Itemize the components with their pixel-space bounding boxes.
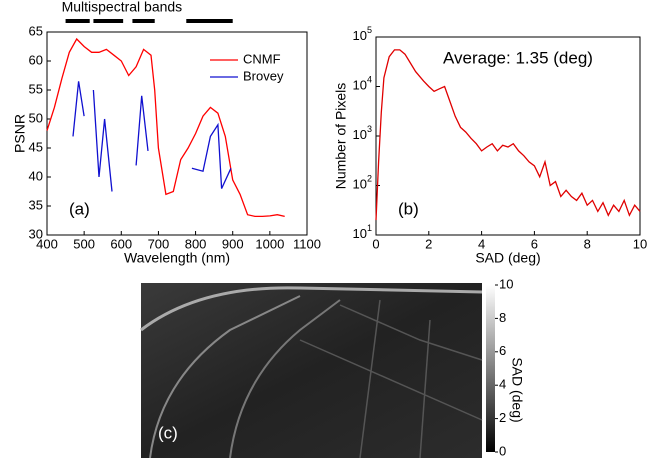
panel-label: (b) xyxy=(398,199,419,218)
x-tick-label: 6 xyxy=(531,236,538,251)
y-tick-label-base: 10 xyxy=(353,78,367,93)
y-tick-label: 50 xyxy=(29,110,43,125)
x-axis-label: Wavelength (nm) xyxy=(124,250,230,266)
colorbar-tick-label: 8 xyxy=(499,310,506,325)
y-tick-label: 102 xyxy=(353,174,372,192)
y-tick-label-exp: 1 xyxy=(367,223,372,233)
x-tick-label: 700 xyxy=(148,236,170,251)
y-tick-label-exp: 3 xyxy=(367,124,372,134)
y-tick-label: 105 xyxy=(353,25,372,43)
sad-map xyxy=(140,283,483,458)
y-tick-label: 104 xyxy=(353,75,372,93)
y-tick-label-base: 10 xyxy=(353,226,367,241)
x-tick-label: 500 xyxy=(73,236,95,251)
series-line xyxy=(72,81,232,192)
x-tick-label: 1100 xyxy=(293,236,321,251)
x-tick-label: 400 xyxy=(36,236,58,251)
colorbar-tick-label: 10 xyxy=(499,276,513,291)
colorbar-label: SAD (deg) xyxy=(509,357,525,422)
y-tick-label: 55 xyxy=(29,81,43,96)
annotation: Average: 1.35 (deg) xyxy=(443,48,593,67)
x-tick-label: 2 xyxy=(425,236,432,251)
x-tick-label: 8 xyxy=(584,236,591,251)
y-tick-label: 45 xyxy=(29,139,43,154)
y-tick-label-exp: 4 xyxy=(367,75,372,85)
y-tick-label-exp: 5 xyxy=(367,25,372,35)
x-tick-label: 800 xyxy=(185,236,207,251)
y-tick-label: 101 xyxy=(353,223,372,241)
y-tick-label-exp: 2 xyxy=(367,174,372,184)
bands-label: Multispectral bands xyxy=(62,0,183,15)
x-tick-label: 900 xyxy=(222,236,244,251)
colorbar-tick-label: 0 xyxy=(499,443,506,458)
y-tick-label-base: 10 xyxy=(353,127,367,142)
x-tick-label: 10 xyxy=(633,236,647,251)
y-axis-label: PSNR xyxy=(12,114,28,153)
x-tick-label: 1000 xyxy=(255,236,284,251)
y-tick-label: 60 xyxy=(29,52,43,67)
sad-image xyxy=(141,283,482,458)
colorbar-tick-label: 2 xyxy=(499,410,506,425)
y-axis-label: Number of Pixels xyxy=(333,83,349,190)
y-tick-label: 103 xyxy=(353,124,372,142)
series-line xyxy=(46,37,285,218)
y-tick-label: 30 xyxy=(29,226,43,241)
x-tick-label: 600 xyxy=(110,236,132,251)
series-line xyxy=(375,49,641,221)
y-tick-label: 65 xyxy=(29,23,43,38)
road xyxy=(149,295,301,458)
colorbar-tick-label: 6 xyxy=(499,343,506,358)
colorbar xyxy=(486,285,495,452)
x-tick-label: 0 xyxy=(372,236,379,251)
y-tick-label-base: 10 xyxy=(353,177,367,192)
road xyxy=(140,286,483,332)
field-edge xyxy=(299,299,483,458)
panel-label: (c) xyxy=(158,423,178,442)
plot-frame xyxy=(46,31,308,236)
legend-label: CNMF xyxy=(243,51,281,66)
y-tick-label: 40 xyxy=(29,168,43,183)
y-tick-label: 35 xyxy=(29,197,43,212)
x-axis-label: SAD (deg) xyxy=(475,250,540,266)
legend-label: Brovey xyxy=(243,68,284,83)
x-tick-label: 4 xyxy=(478,236,485,251)
road xyxy=(229,299,341,458)
panel-label: (a) xyxy=(69,199,90,218)
colorbar-tick-label: 4 xyxy=(499,377,506,392)
y-tick-label-base: 10 xyxy=(353,28,367,43)
